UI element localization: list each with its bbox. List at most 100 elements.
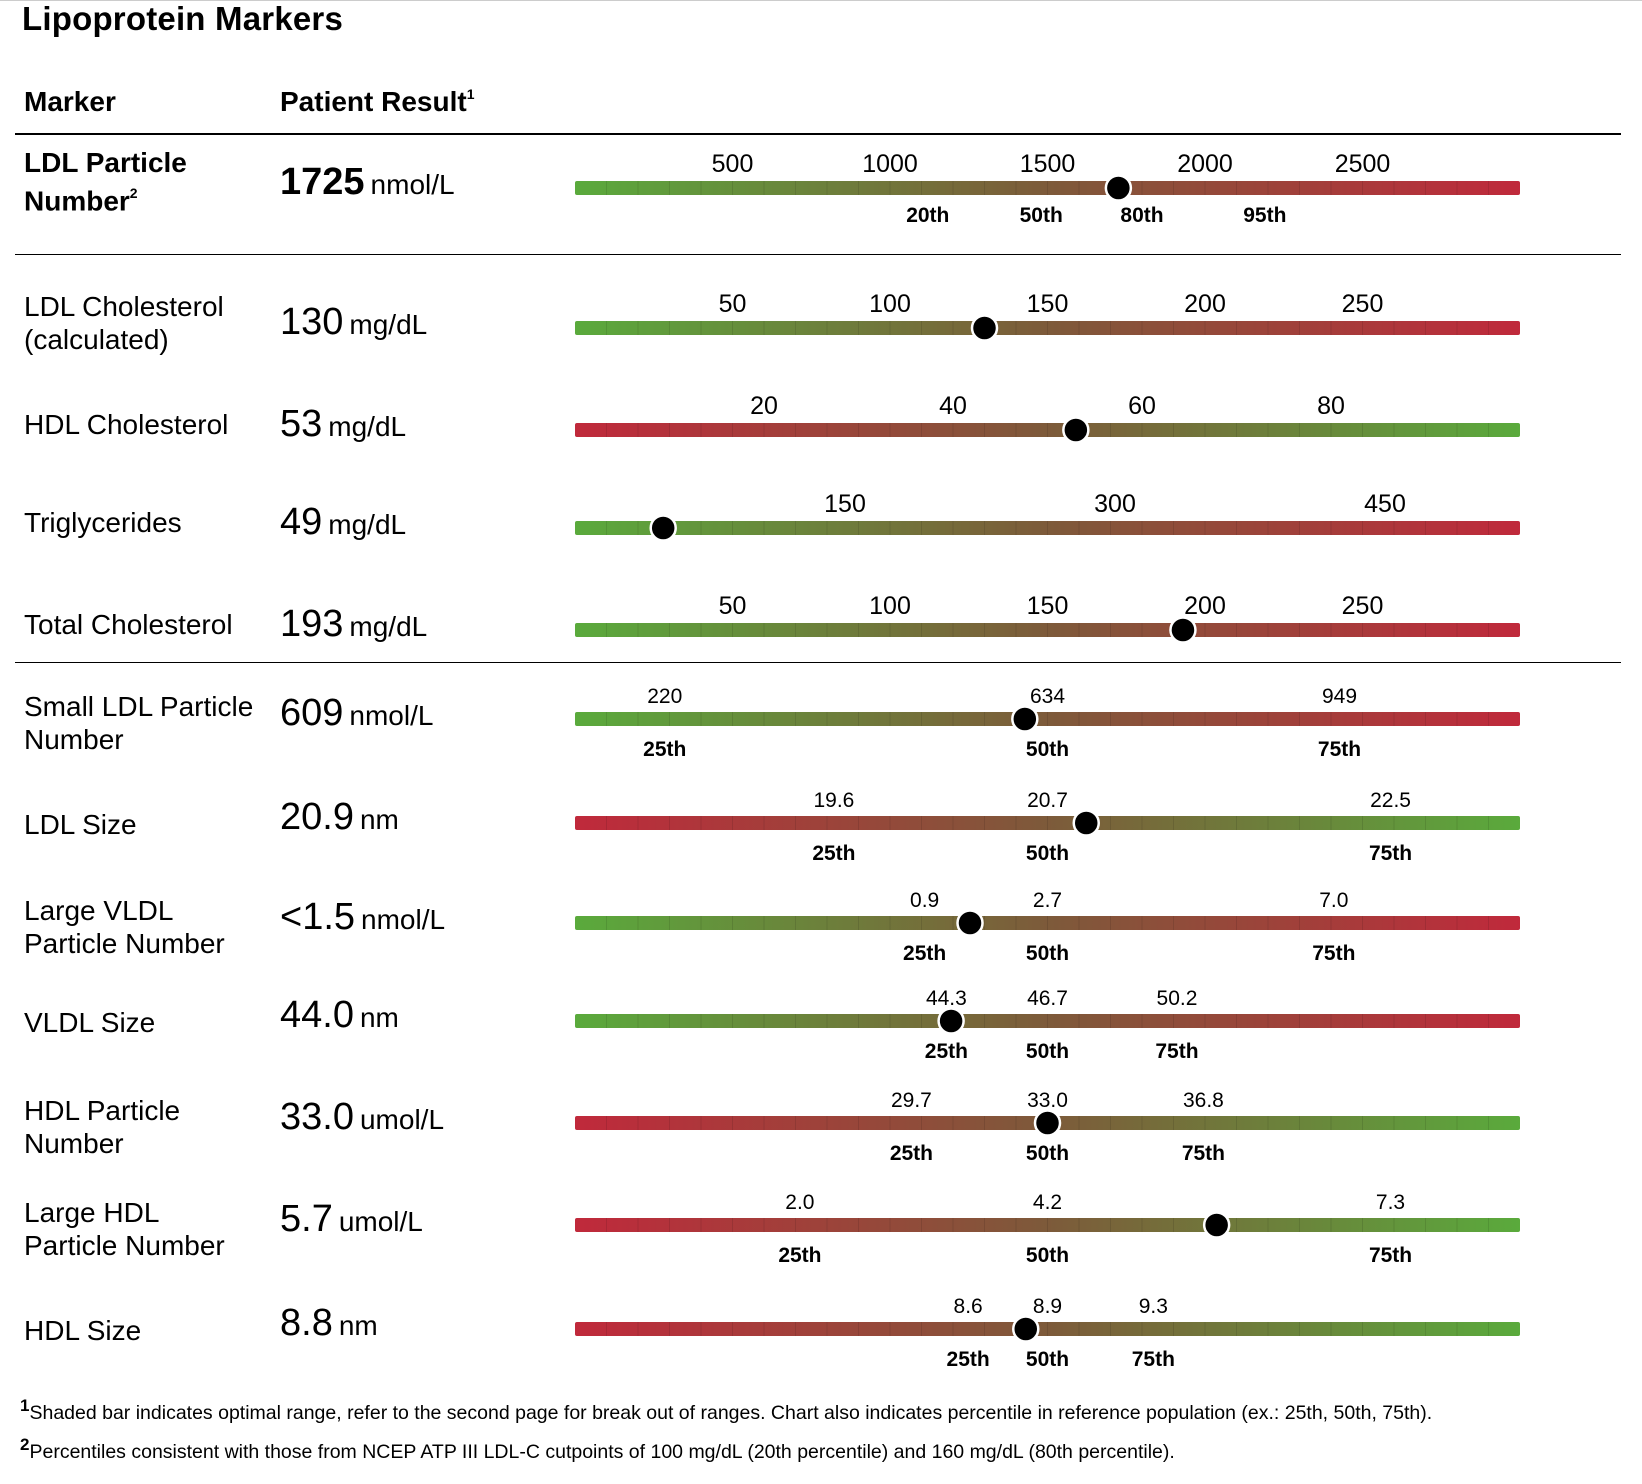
gradient-bar (575, 321, 1520, 335)
patient-marker-dot (956, 909, 984, 937)
result-value: 8.8 (280, 1302, 333, 1344)
footnote-1: 1Shaded bar indicates optimal range, ref… (20, 1396, 1433, 1424)
axis-tick-label: 80 (1317, 392, 1345, 420)
marker-name: Large HDL Particle Number (24, 1197, 225, 1261)
gradient-bar (575, 916, 1520, 930)
percentile-label: 75th (1318, 738, 1361, 761)
axis-tick-label: 40 (939, 392, 967, 420)
top-border (0, 0, 1642, 1)
range-gauge: 2.0 25th 4.2 50th 7.3 75th (575, 1191, 1520, 1267)
percentile-label: 50th (1020, 204, 1063, 227)
percentile-label: 50th (1026, 1244, 1069, 1267)
result-unit: nmol/L (370, 169, 455, 200)
percentile-label: 25th (903, 942, 946, 965)
result-value: 5.7 (280, 1198, 333, 1240)
percentile-value-label: 20.7 (1027, 789, 1068, 812)
patient-marker-dot (1104, 174, 1133, 202)
percentile-label: 75th (1132, 1348, 1175, 1371)
patient-result: 53 mg/dL (280, 403, 406, 446)
gradient-bar (575, 521, 1520, 535)
marker-name: Triglycerides (24, 507, 182, 538)
gradient-bar (575, 1322, 1520, 1336)
range-gauge: 50 100 150 200 250 (575, 592, 1520, 644)
marker-name: HDL Particle Number (24, 1095, 181, 1159)
marker-name: VLDL Size (24, 1007, 156, 1038)
gradient-bar (575, 712, 1520, 726)
result-unit: umol/L (338, 1206, 423, 1237)
percentile-label: 50th (1026, 1142, 1069, 1165)
marker-name: LDL Cholesterol (calculated) (24, 291, 224, 355)
percentile-value-label: 33.0 (1027, 1089, 1068, 1112)
percentile-value-label: 0.9 (910, 889, 939, 912)
result-value: 44.0 (280, 994, 354, 1036)
footnote-2: 2Percentiles consistent with those from … (20, 1435, 1175, 1463)
percentile-label: 80th (1120, 204, 1163, 227)
range-gauge: 500 1000 1500 2000 2500 20th 50th 80th 95th (575, 150, 1520, 227)
patient-marker-dot (649, 514, 677, 542)
header-rule (15, 133, 1621, 135)
patient-result: 5.7 umol/L (280, 1198, 423, 1241)
axis-tick-label: 250 (1342, 290, 1384, 318)
percentile-label: 75th (1182, 1142, 1225, 1165)
percentile-value-label: 44.3 (926, 987, 967, 1010)
percentile-value-label: 9.3 (1139, 1295, 1168, 1318)
axis-tick-label: 500 (712, 150, 754, 178)
percentile-label: 75th (1155, 1040, 1198, 1063)
gradient-bar (575, 1218, 1520, 1232)
percentile-label: 50th (1026, 1348, 1069, 1371)
percentile-value-label: 634 (1030, 685, 1065, 708)
patient-marker-dot (1011, 705, 1039, 733)
patient-marker-dot (937, 1007, 965, 1035)
percentile-label: 25th (925, 1040, 968, 1063)
percentile-label: 25th (643, 738, 686, 761)
gradient-bar (575, 623, 1520, 637)
axis-tick-label: 50 (719, 290, 747, 318)
percentile-label: 75th (1312, 942, 1355, 965)
patient-result: 130 mg/dL (280, 301, 427, 344)
result-value: 1725 (280, 161, 365, 203)
patient-marker-dot (1033, 1109, 1062, 1137)
percentile-label: 95th (1243, 204, 1286, 227)
axis-tick-label: 450 (1364, 490, 1406, 518)
percentile-label: 75th (1369, 842, 1412, 865)
percentile-label: 20th (906, 204, 949, 227)
patient-marker-dot (1169, 616, 1197, 644)
percentile-value-label: 46.7 (1027, 987, 1068, 1010)
patient-marker-dot (1062, 416, 1090, 444)
gradient-bar (575, 423, 1520, 437)
result-value: 130 (280, 301, 344, 343)
range-gauge: 44.3 25th 46.7 50th 50.2 75th (575, 987, 1520, 1063)
result-unit: mg/dL (349, 309, 428, 340)
gradient-bar (575, 816, 1520, 830)
marker-name: HDL Cholesterol (24, 409, 229, 440)
gradient-bar (575, 181, 1520, 195)
marker-name: LDL Size (24, 809, 137, 840)
axis-tick-label: 150 (1027, 592, 1069, 620)
range-gauge: 0.9 25th 2.7 50th 7.0 75th (575, 889, 1520, 965)
percentile-label: 50th (1026, 738, 1069, 761)
percentile-label: 75th (1369, 1244, 1412, 1267)
patient-result: <1.5 nmol/L (280, 896, 445, 939)
axis-tick-label: 150 (1027, 290, 1069, 318)
percentile-value-label: 8.9 (1033, 1295, 1062, 1318)
axis-tick-label: 1000 (862, 150, 918, 178)
section-rule-1 (15, 254, 1621, 255)
patient-result: 33.0 umol/L (280, 1096, 444, 1139)
percentile-value-label: 7.3 (1376, 1191, 1405, 1214)
result-unit: mg/dL (349, 611, 428, 642)
axis-tick-label: 20 (750, 392, 778, 420)
percentile-value-label: 2.7 (1033, 889, 1062, 912)
percentile-value-label: 7.0 (1319, 889, 1348, 912)
result-value: 609 (280, 692, 344, 734)
patient-result: 193 mg/dL (280, 603, 427, 646)
percentile-label: 25th (812, 842, 855, 865)
column-header-marker: Marker (24, 86, 116, 117)
result-value: 33.0 (280, 1096, 354, 1138)
percentile-value-label: 949 (1322, 685, 1357, 708)
axis-tick-label: 150 (824, 490, 866, 518)
patient-result: 49 mg/dL (280, 501, 406, 544)
result-unit: nm (338, 1310, 378, 1341)
column-header-result: Patient Result1 (280, 85, 475, 117)
percentile-value-label: 50.2 (1157, 987, 1198, 1010)
result-unit: nm (359, 1002, 399, 1033)
